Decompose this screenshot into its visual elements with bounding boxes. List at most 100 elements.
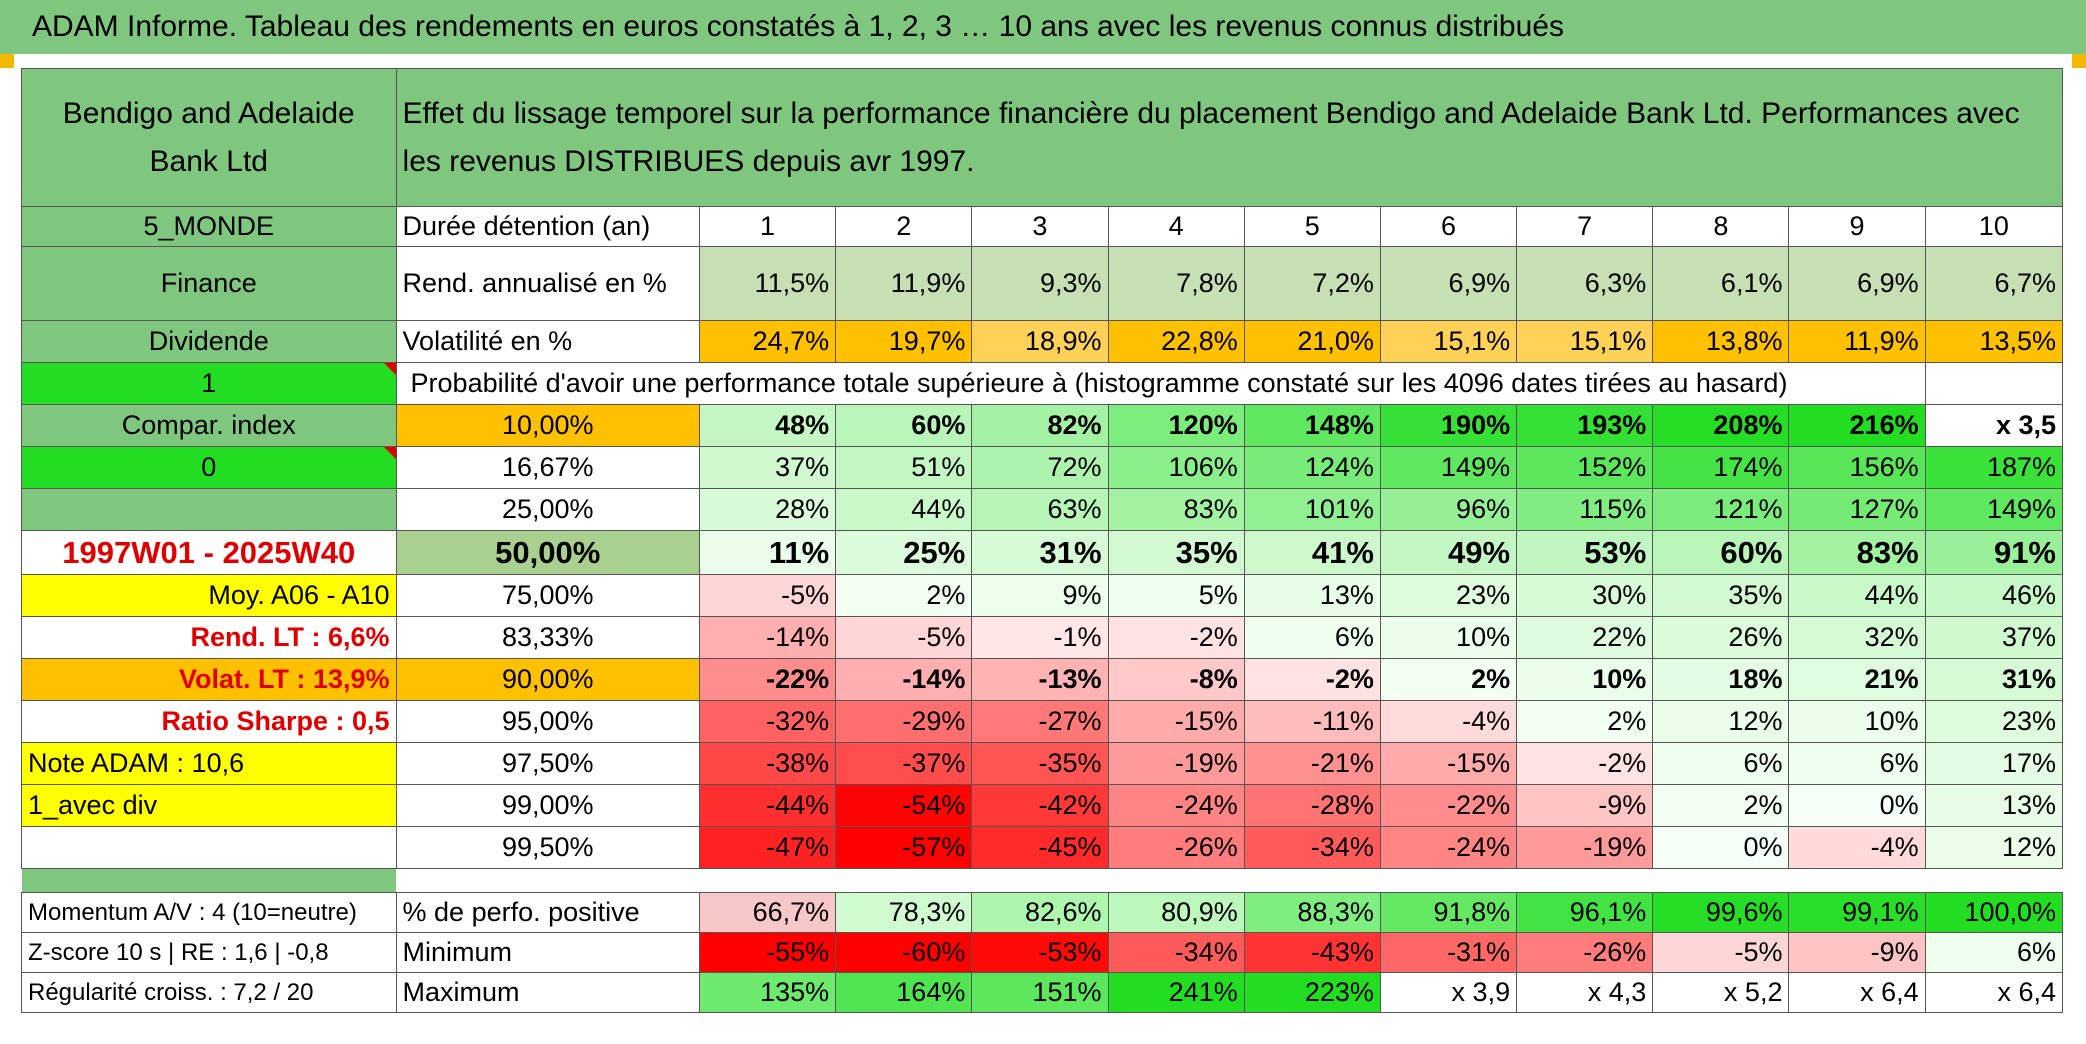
- performance-cell: 21%: [1788, 658, 1926, 701]
- performance-cell: 187%: [1924, 446, 2064, 489]
- performance-cell: 82%: [971, 404, 1109, 447]
- volatility-cell: 18,9%: [971, 320, 1109, 363]
- performance-cell: -22%: [1379, 784, 1518, 827]
- annual-return-cell: 6,7%: [1924, 246, 2064, 321]
- positive-cell: 80,9%: [1107, 892, 1245, 933]
- volatility-cell: 21,0%: [1243, 320, 1381, 363]
- probability-threshold: 50,00%: [395, 530, 700, 575]
- long-term-volatility: Volat. LT : 13,9%: [21, 658, 397, 701]
- performance-cell: 156%: [1788, 446, 1926, 489]
- performance-cell: -26%: [1107, 826, 1245, 869]
- performance-cell: 44%: [1788, 574, 1926, 617]
- performance-cell: -42%: [971, 784, 1109, 827]
- maximum-cell: x 6,4: [1924, 972, 2064, 1013]
- performance-cell: 5%: [1107, 574, 1245, 617]
- performance-cell: -8%: [1107, 658, 1245, 701]
- performance-cell: 23%: [1924, 700, 2064, 743]
- volatility-cell: 13,5%: [1924, 320, 2064, 363]
- performance-cell: 11%: [698, 530, 837, 575]
- volatility-cell: 11,9%: [1788, 320, 1926, 363]
- performance-cell: -24%: [1107, 784, 1245, 827]
- performance-cell: 53%: [1516, 530, 1654, 575]
- performance-cell: -57%: [835, 826, 973, 869]
- performance-cell: 2%: [835, 574, 973, 617]
- flag-cell: 0: [21, 446, 397, 489]
- performance-cell: -54%: [835, 784, 973, 827]
- year-header: 6: [1379, 206, 1518, 247]
- empty-cell: [21, 488, 397, 531]
- positive-label: % de perfo. positive: [395, 892, 700, 933]
- performance-cell: 6%: [1788, 742, 1926, 785]
- performance-cell: -24%: [1379, 826, 1518, 869]
- empty-cell: [1924, 362, 2064, 405]
- momentum-label: Momentum A/V : 4 (10=neutre): [21, 892, 397, 933]
- performance-cell: 6%: [1243, 616, 1381, 659]
- volatility-cell: 19,7%: [835, 320, 973, 363]
- probability-threshold: 16,67%: [395, 446, 700, 489]
- performance-cell: 37%: [698, 446, 837, 489]
- probability-caption: Probabilité d'avoir une performance tota…: [395, 362, 1926, 405]
- performance-cell: 48%: [698, 404, 837, 447]
- performance-cell: 208%: [1652, 404, 1790, 447]
- maximum-label: Maximum: [395, 972, 700, 1013]
- performance-cell: 60%: [1652, 530, 1790, 575]
- performance-cell: 17%: [1924, 742, 2064, 785]
- performance-cell: 25%: [835, 530, 973, 575]
- volatility-cell: 24,7%: [698, 320, 837, 363]
- performance-cell: -38%: [698, 742, 837, 785]
- performance-cell: 2%: [1652, 784, 1790, 827]
- empty-cell: [21, 868, 397, 893]
- annual-return-cell: 6,9%: [1788, 246, 1926, 321]
- minimum-cell: -43%: [1243, 932, 1381, 973]
- minimum-cell: -34%: [1107, 932, 1245, 973]
- dividend-mode: 1_avec div: [21, 784, 397, 827]
- performance-cell: 44%: [835, 488, 973, 531]
- annual-return-cell: 6,9%: [1379, 246, 1518, 321]
- performance-cell: -28%: [1243, 784, 1381, 827]
- performance-cell: 18%: [1652, 658, 1790, 701]
- performance-cell: 63%: [971, 488, 1109, 531]
- performance-cell: 10%: [1788, 700, 1926, 743]
- performance-cell: -14%: [835, 658, 973, 701]
- maximum-cell: x 4,3: [1516, 972, 1654, 1013]
- average-label: Moy. A06 - A10: [21, 574, 397, 617]
- annual-return-label: Rend. annualisé en %: [395, 246, 700, 321]
- performance-cell: -14%: [698, 616, 837, 659]
- minimum-cell: -60%: [835, 932, 973, 973]
- performance-cell: -47%: [698, 826, 837, 869]
- annual-return-cell: 6,1%: [1652, 246, 1790, 321]
- annual-return-cell: 9,3%: [971, 246, 1109, 321]
- corner-marker: [2072, 54, 2086, 68]
- performance-cell: 28%: [698, 488, 837, 531]
- performance-cell: 6%: [1652, 742, 1790, 785]
- volatility-cell: 15,1%: [1516, 320, 1654, 363]
- performance-cell: -5%: [835, 616, 973, 659]
- performance-cell: 35%: [1652, 574, 1790, 617]
- maximum-cell: 223%: [1243, 972, 1381, 1013]
- performance-cell: 13%: [1243, 574, 1381, 617]
- performance-cell: 120%: [1107, 404, 1245, 447]
- performance-cell: 115%: [1516, 488, 1654, 531]
- performance-cell: 2%: [1379, 658, 1518, 701]
- performance-cell: 216%: [1788, 404, 1926, 447]
- maximum-cell: 164%: [835, 972, 973, 1013]
- positive-cell: 99,6%: [1652, 892, 1790, 933]
- probability-threshold: 10,00%: [395, 404, 700, 447]
- corner-marker: [0, 54, 14, 68]
- performance-cell: -19%: [1516, 826, 1654, 869]
- performance-cell: -11%: [1243, 700, 1381, 743]
- performance-cell: 12%: [1924, 826, 2064, 869]
- period-label: 1997W01 - 2025W40: [21, 530, 397, 575]
- page-title: ADAM Informe. Tableau des rendements en …: [0, 0, 2086, 54]
- minimum-cell: -5%: [1652, 932, 1790, 973]
- performance-cell: 83%: [1788, 530, 1926, 575]
- positive-cell: 100,0%: [1924, 892, 2064, 933]
- fund-description: Effet du lissage temporel sur la perform…: [395, 68, 2064, 207]
- volatility-cell: 22,8%: [1107, 320, 1245, 363]
- fund-name: Bendigo and Adelaide Bank Ltd: [21, 68, 397, 207]
- performance-cell: 51%: [835, 446, 973, 489]
- region-label: 5_MONDE: [21, 206, 397, 247]
- performance-cell: 149%: [1379, 446, 1518, 489]
- minimum-cell: -55%: [698, 932, 837, 973]
- performance-cell: -4%: [1379, 700, 1518, 743]
